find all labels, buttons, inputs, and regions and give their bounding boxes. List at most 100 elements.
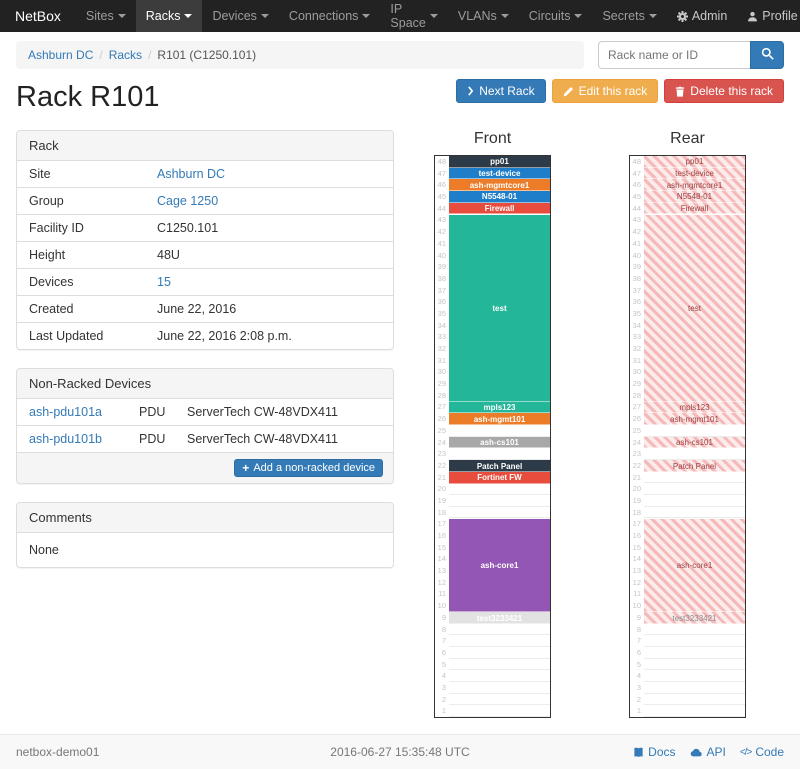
rack-device[interactable]: Patch Panel [644, 460, 745, 472]
rack-device[interactable]: test-device [449, 167, 550, 180]
rack-unit-row: 18 [435, 507, 550, 519]
search-icon [761, 47, 774, 63]
rack-device[interactable]: test3233421 [644, 612, 745, 624]
device-name-link[interactable]: ash-pdu101b [29, 432, 102, 446]
navbar-item-admin[interactable]: Admin [667, 0, 737, 32]
unit-number: 5 [441, 659, 446, 669]
rack-device[interactable]: pp01 [644, 156, 745, 168]
non-racked-device-row: ash-pdu101a PDU ServerTech CW-48VDX411 [17, 399, 393, 425]
unit-number: 2 [636, 694, 641, 704]
rack-device[interactable]: ash-core1 [449, 518, 550, 613]
attribute-value[interactable]: Ashburn DC [157, 167, 226, 181]
rack-unit-row: 21 [630, 472, 745, 484]
rack-device[interactable]: mpls123 [449, 401, 550, 414]
navbar-item-secrets[interactable]: Secrets [592, 0, 666, 32]
navbar-item-ip-space[interactable]: IP Space [380, 0, 447, 32]
footer-links: Docs API </> Code [528, 745, 784, 759]
rack-device[interactable]: test3233421 [449, 612, 550, 624]
rack-unit-row: 18 [630, 507, 745, 519]
brand[interactable]: NetBox [15, 8, 61, 24]
rack-device[interactable]: N5548-01 [449, 191, 550, 203]
rack-device[interactable]: pp01 [449, 156, 550, 168]
navbar-item-racks[interactable]: Racks [135, 0, 203, 32]
navbar-item-devices[interactable]: Devices [202, 0, 278, 32]
breadcrumb-item[interactable]: Ashburn DC [28, 48, 94, 62]
rack-slot [644, 670, 745, 682]
rack-device[interactable]: N5548-01 [644, 191, 745, 203]
footer-hostname: netbox-demo01 [16, 745, 100, 759]
footer-link-code[interactable]: </> Code [740, 745, 784, 759]
unit-number: 24 [437, 437, 446, 447]
rack-slot [449, 507, 550, 519]
footer-link-docs[interactable]: Docs [633, 745, 676, 759]
next-rack-button[interactable]: Next Rack [456, 79, 546, 103]
device-type: PDU [139, 432, 166, 446]
rack-device[interactable]: ash-mgmtcore1 [644, 179, 745, 192]
rack-device[interactable]: ash-core1 [644, 518, 745, 613]
attribute-label: Height [29, 248, 66, 262]
rack-search-button[interactable] [750, 41, 784, 69]
delete-rack-button[interactable]: Delete this rack [664, 79, 784, 103]
unit-number: 6 [441, 647, 446, 657]
rack-device[interactable]: ash-mgmt101 [449, 413, 550, 426]
rack-slot [644, 682, 745, 694]
rack-device[interactable]: Patch Panel [449, 460, 550, 472]
gear-icon [676, 10, 688, 22]
unit-number: 9 [636, 612, 641, 622]
rack-device[interactable]: test-device [644, 167, 745, 180]
rack-attribute-row: Height 48U [17, 241, 393, 268]
add-non-racked-device-button[interactable]: + Add a non-racked device [234, 459, 383, 477]
footer-link-api[interactable]: API [690, 745, 726, 759]
unit-number: 5 [636, 659, 641, 669]
chevron-right-icon [467, 86, 474, 96]
attribute-label: Created [29, 302, 74, 316]
edit-rack-button[interactable]: Edit this rack [551, 79, 659, 103]
breadcrumb-item[interactable]: Racks [108, 48, 143, 62]
unit-number: 31 [632, 355, 641, 365]
rack-unit-row: 20 [435, 483, 550, 495]
rack-slot [449, 495, 550, 507]
unit-number: 2 [441, 694, 446, 704]
rack-device[interactable]: Firewall [449, 202, 550, 215]
rack-device[interactable]: test [449, 214, 550, 402]
unit-number: 14 [437, 554, 446, 564]
rack-unit-row: 19 [630, 495, 745, 507]
rack-slot [449, 682, 550, 694]
unit-number: 44 [437, 203, 446, 213]
navbar-item-sites[interactable]: Sites [76, 0, 136, 32]
rack-search-input[interactable] [598, 41, 750, 69]
unit-number: 19 [632, 495, 641, 505]
rack-device[interactable]: Fortinet FW [449, 471, 550, 484]
navbar-item-circuits[interactable]: Circuits [519, 0, 593, 32]
unit-number: 25 [632, 425, 641, 435]
unit-number: 35 [632, 308, 641, 318]
unit-number: 18 [437, 507, 446, 517]
rack-device[interactable]: ash-mgmtcore1 [449, 179, 550, 192]
rack-slot [644, 425, 745, 437]
rack-device[interactable]: Firewall [644, 202, 745, 215]
add-non-racked-device-label: Add a non-racked device [253, 462, 375, 474]
unit-number: 7 [441, 636, 446, 646]
footer-timestamp: 2016-06-27 15:35:48 UTC [330, 745, 470, 759]
attribute-value: June 22, 2016 2:08 p.m. [157, 329, 292, 343]
rack-slot [449, 670, 550, 682]
unit-number: 14 [632, 554, 641, 564]
attribute-value[interactable]: 15 [157, 275, 171, 289]
attribute-value[interactable]: Cage 1250 [157, 194, 219, 208]
navbar-item-connections[interactable]: Connections [279, 0, 381, 32]
unit-number: 43 [632, 215, 641, 225]
rack-device[interactable]: mpls123 [644, 401, 745, 414]
navbar-item-profile[interactable]: Profile [737, 0, 800, 32]
rack-device[interactable]: ash-cs101 [449, 436, 550, 449]
rack-elevations: Front 48 47 46 45 44 43 42 41 40 39 38 37 36 35 34 33 32… [434, 130, 746, 718]
unit-number: 3 [441, 682, 446, 692]
non-racked-panel-footer: + Add a non-racked device [17, 452, 393, 483]
rack-device[interactable]: ash-cs101 [644, 436, 745, 449]
book-icon [633, 747, 644, 758]
rack-device[interactable]: test [644, 214, 745, 402]
unit-number: 4 [636, 671, 641, 681]
rack-device[interactable]: ash-mgmt101 [644, 413, 745, 426]
rack-slot [644, 694, 745, 706]
navbar-item-vlans[interactable]: VLANs [448, 0, 519, 32]
device-name-link[interactable]: ash-pdu101a [29, 405, 102, 419]
